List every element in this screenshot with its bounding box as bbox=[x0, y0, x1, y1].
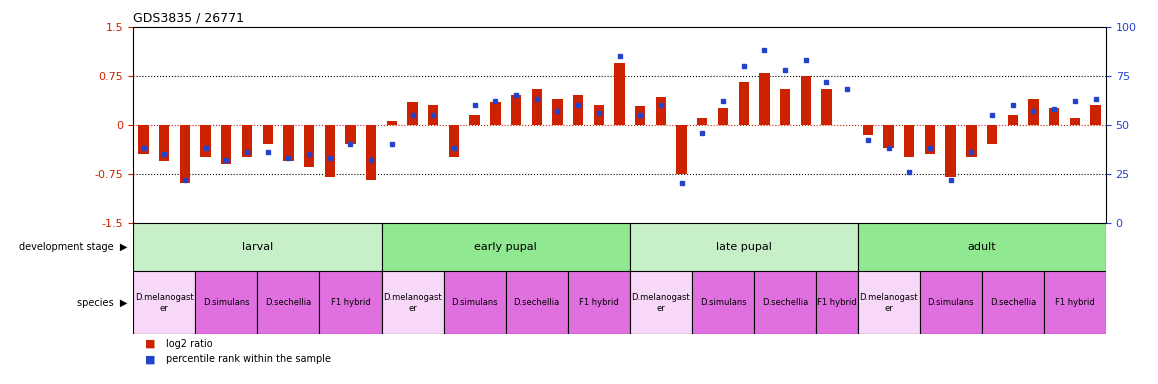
Text: species  ▶: species ▶ bbox=[76, 298, 127, 308]
Text: D.sechellia: D.sechellia bbox=[265, 298, 312, 308]
Bar bbox=[966, 125, 976, 157]
Bar bbox=[697, 118, 708, 125]
Text: ■: ■ bbox=[145, 354, 155, 364]
Text: development stage  ▶: development stage ▶ bbox=[19, 242, 127, 252]
Text: D.simulans: D.simulans bbox=[203, 298, 250, 308]
Bar bbox=[1028, 99, 1039, 125]
Bar bbox=[320, 271, 381, 334]
Bar bbox=[1091, 105, 1101, 125]
Bar bbox=[257, 271, 320, 334]
Text: percentile rank within the sample: percentile rank within the sample bbox=[166, 354, 330, 364]
Bar bbox=[159, 125, 169, 161]
Text: late pupal: late pupal bbox=[716, 242, 771, 252]
Bar bbox=[919, 271, 982, 334]
Text: early pupal: early pupal bbox=[475, 242, 537, 252]
Bar bbox=[800, 76, 811, 125]
Text: D.simulans: D.simulans bbox=[928, 298, 974, 308]
Bar bbox=[863, 125, 873, 134]
Text: D.simulans: D.simulans bbox=[452, 298, 498, 308]
Bar bbox=[1070, 118, 1080, 125]
Text: adult: adult bbox=[967, 242, 996, 252]
Bar bbox=[263, 125, 273, 144]
Text: D.melanogast
er: D.melanogast er bbox=[134, 293, 193, 313]
Bar bbox=[387, 121, 397, 125]
Text: D.sechellia: D.sechellia bbox=[514, 298, 559, 308]
Bar bbox=[449, 125, 459, 157]
Bar bbox=[858, 271, 919, 334]
Bar bbox=[925, 125, 936, 154]
Bar bbox=[428, 105, 439, 125]
Bar bbox=[138, 125, 148, 154]
Text: F1 hybrid: F1 hybrid bbox=[1055, 298, 1094, 308]
Bar bbox=[630, 271, 692, 334]
Bar bbox=[676, 125, 687, 174]
Text: F1 hybrid: F1 hybrid bbox=[330, 298, 371, 308]
Bar bbox=[469, 115, 479, 125]
Bar bbox=[987, 125, 997, 144]
Bar bbox=[904, 125, 915, 157]
Bar bbox=[821, 89, 831, 125]
Bar bbox=[1007, 115, 1018, 125]
Bar bbox=[884, 125, 894, 147]
Bar bbox=[381, 271, 444, 334]
Text: larval: larval bbox=[242, 242, 273, 252]
Bar bbox=[982, 271, 1043, 334]
Bar bbox=[552, 99, 563, 125]
Bar bbox=[444, 271, 506, 334]
Bar bbox=[133, 223, 381, 271]
Bar bbox=[1049, 108, 1060, 125]
Bar bbox=[511, 95, 521, 125]
Bar bbox=[366, 125, 376, 180]
Bar bbox=[594, 105, 604, 125]
Bar bbox=[635, 106, 645, 125]
Bar bbox=[615, 63, 624, 125]
Text: ■: ■ bbox=[145, 339, 155, 349]
Bar bbox=[242, 125, 252, 157]
Bar bbox=[133, 271, 196, 334]
Bar bbox=[780, 89, 790, 125]
Bar bbox=[1043, 271, 1106, 334]
Text: D.sechellia: D.sechellia bbox=[990, 298, 1036, 308]
Text: D.simulans: D.simulans bbox=[699, 298, 746, 308]
Bar bbox=[816, 271, 858, 334]
Text: D.melanogast
er: D.melanogast er bbox=[631, 293, 690, 313]
Bar bbox=[324, 125, 335, 177]
Bar bbox=[200, 125, 211, 157]
Bar bbox=[739, 82, 749, 125]
Bar bbox=[573, 95, 584, 125]
Bar bbox=[303, 125, 314, 167]
Bar bbox=[284, 125, 294, 161]
Text: D.melanogast
er: D.melanogast er bbox=[383, 293, 442, 313]
Bar bbox=[196, 271, 257, 334]
Bar bbox=[408, 102, 418, 125]
Text: log2 ratio: log2 ratio bbox=[166, 339, 212, 349]
Bar bbox=[718, 108, 728, 125]
Text: F1 hybrid: F1 hybrid bbox=[579, 298, 618, 308]
Bar bbox=[858, 223, 1106, 271]
Bar bbox=[532, 89, 542, 125]
Bar bbox=[630, 223, 858, 271]
Bar bbox=[760, 73, 770, 125]
Bar bbox=[692, 271, 754, 334]
Bar bbox=[381, 223, 630, 271]
Bar bbox=[567, 271, 630, 334]
Bar bbox=[345, 125, 356, 144]
Text: F1 hybrid: F1 hybrid bbox=[816, 298, 857, 308]
Bar bbox=[754, 271, 816, 334]
Bar bbox=[506, 271, 567, 334]
Bar bbox=[490, 102, 500, 125]
Bar bbox=[221, 125, 232, 164]
Bar bbox=[945, 125, 955, 177]
Text: D.sechellia: D.sechellia bbox=[762, 298, 808, 308]
Bar bbox=[179, 125, 190, 184]
Text: GDS3835 / 26771: GDS3835 / 26771 bbox=[133, 11, 244, 24]
Bar bbox=[655, 97, 666, 125]
Text: D.melanogast
er: D.melanogast er bbox=[859, 293, 918, 313]
